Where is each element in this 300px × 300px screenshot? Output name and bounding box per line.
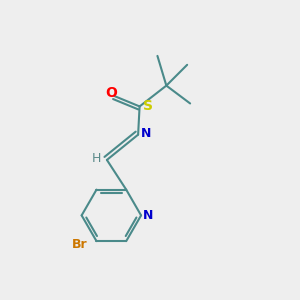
Text: N: N bbox=[141, 127, 152, 140]
Text: H: H bbox=[92, 152, 101, 165]
Text: S: S bbox=[143, 98, 153, 112]
Text: Br: Br bbox=[72, 238, 88, 250]
Text: N: N bbox=[143, 209, 154, 222]
Text: O: O bbox=[105, 86, 117, 100]
